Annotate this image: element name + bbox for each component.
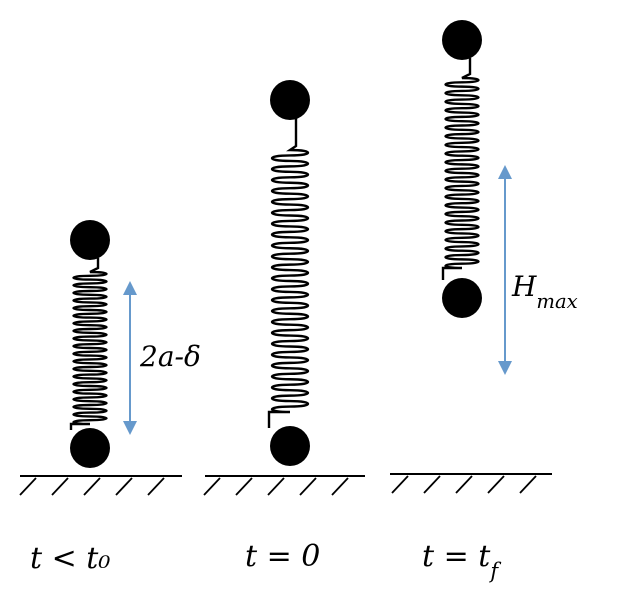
state-peak: Hmax <box>390 20 578 494</box>
bottom-mass-3 <box>442 278 482 318</box>
state-released <box>203 80 365 496</box>
ground-3 <box>390 473 552 494</box>
height-label: Hmax <box>511 270 578 313</box>
caption-state1: t < t₀ <box>30 541 110 576</box>
state-compressed: 2a-δ <box>19 220 201 496</box>
caption-state3: t = tf <box>422 539 501 583</box>
compression-label: 2a-δ <box>139 340 201 373</box>
ground-1 <box>19 475 182 496</box>
spring-2 <box>267 118 310 428</box>
top-mass-3 <box>442 20 482 60</box>
spring-3 <box>441 58 480 280</box>
bottom-mass-2 <box>270 426 310 466</box>
top-mass-2 <box>270 80 310 120</box>
bottom-mass-1 <box>70 428 110 468</box>
caption-state2: t = 0 <box>245 539 320 574</box>
top-mass-1 <box>70 220 110 260</box>
spring-1 <box>69 258 108 430</box>
ground-2 <box>203 475 365 496</box>
